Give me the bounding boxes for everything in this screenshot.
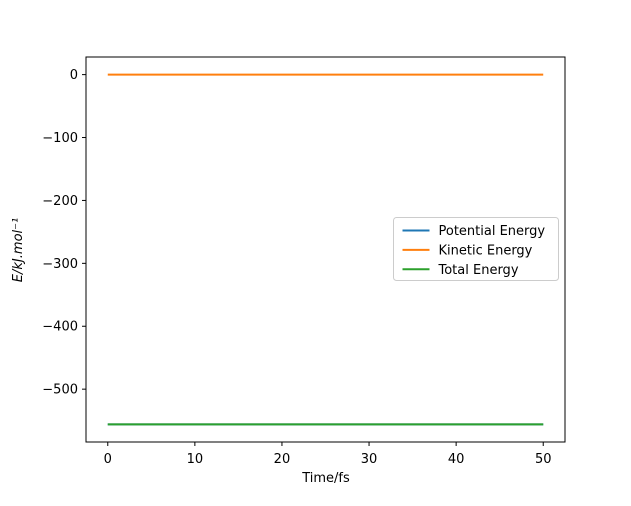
- legend-box: [393, 217, 559, 281]
- y-tick-label: −100: [42, 131, 78, 146]
- x-tick-label: 0: [104, 452, 112, 467]
- y-axis-label: E/kJ.mol⁻¹: [11, 218, 26, 282]
- x-tick-label: 10: [187, 452, 204, 467]
- y-tick-label: −300: [42, 257, 78, 272]
- y-tick-label: 0: [70, 68, 78, 83]
- x-tick-label: 40: [448, 452, 465, 467]
- x-axis-label: Time/fs: [301, 471, 350, 486]
- legend-label: Kinetic Energy: [439, 243, 533, 258]
- x-tick-label: 50: [535, 452, 552, 467]
- x-tick-label: 30: [361, 452, 378, 467]
- legend-label: Potential Energy: [439, 224, 546, 239]
- legend-label: Total Energy: [438, 263, 519, 278]
- y-tick-label: −400: [42, 320, 78, 335]
- y-tick-label: −200: [42, 194, 78, 209]
- y-tick-label: −500: [42, 383, 78, 398]
- plot-border: [85, 56, 566, 443]
- plot-area: 0 10 20 30 40 50 0 −100 −200 −300 −400 −500 Potentia…: [42, 56, 566, 467]
- x-tick-label: 20: [274, 452, 291, 467]
